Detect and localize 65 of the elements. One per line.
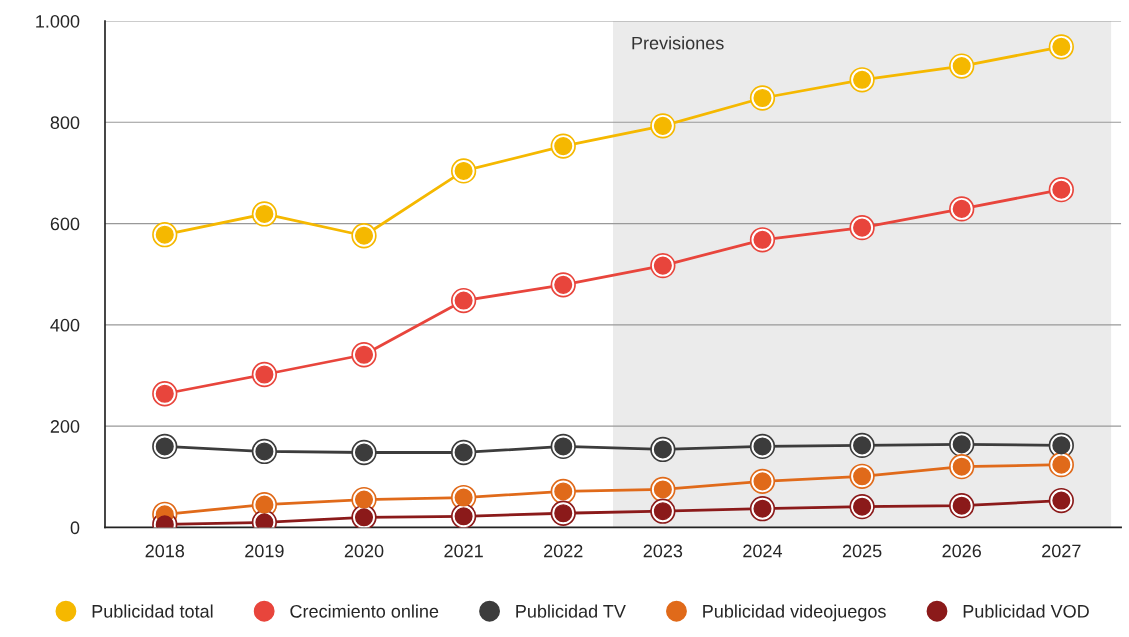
- x-tick-label: 2023: [643, 544, 683, 558]
- point: [1048, 177, 1074, 203]
- point: [450, 287, 477, 314]
- y-tick-label: 400: [50, 318, 80, 332]
- point: [650, 113, 676, 139]
- point: [152, 222, 178, 248]
- point: [351, 223, 377, 249]
- point: [550, 433, 576, 460]
- x-tick-label: 2026: [942, 544, 981, 558]
- point: [251, 201, 278, 227]
- y-tick-label: 600: [50, 217, 80, 231]
- point: [152, 381, 178, 407]
- y-tick-label: 1.000: [36, 14, 80, 28]
- point: [351, 342, 377, 368]
- y-tick-label: 200: [50, 420, 80, 433]
- x-tick-label: 2020: [344, 544, 384, 558]
- x-tick-label: 2024: [743, 544, 783, 558]
- point: [351, 439, 377, 466]
- point: [550, 133, 576, 159]
- x-tick-label: 2027: [1042, 544, 1081, 558]
- point: [450, 158, 477, 184]
- point: [949, 53, 975, 79]
- point: [251, 438, 278, 465]
- point: [749, 496, 776, 522]
- point: [450, 503, 477, 528]
- point: [650, 476, 676, 503]
- point: [949, 431, 975, 458]
- point: [849, 494, 875, 520]
- point: [749, 468, 776, 494]
- point: [650, 436, 676, 463]
- point: [1048, 487, 1074, 514]
- point: [550, 272, 576, 298]
- legend-label: Publicidad TV: [516, 604, 626, 618]
- point: [251, 361, 278, 388]
- x-tick-label: 2021: [444, 544, 483, 558]
- point: [1048, 34, 1074, 60]
- point: [849, 67, 875, 93]
- legend-label: Publicidad videojuegos: [703, 604, 886, 622]
- point: [749, 433, 776, 460]
- point: [450, 439, 477, 466]
- point: [849, 432, 875, 459]
- x-tick-label: 2022: [544, 544, 583, 558]
- point: [749, 227, 776, 253]
- point: [1048, 451, 1074, 478]
- y-tick-label: 0: [70, 521, 80, 535]
- legend-label: Crecimiento online: [290, 604, 439, 618]
- legend-label: Publicidad total: [92, 604, 213, 618]
- x-tick-label: 2025: [842, 544, 882, 558]
- point: [949, 196, 975, 222]
- x-tick-label: 2019: [245, 544, 284, 558]
- x-tick-label: 2018: [145, 544, 185, 558]
- point: [849, 214, 875, 241]
- point: [650, 498, 676, 524]
- point: [152, 433, 178, 460]
- band-label: Previsiones: [632, 36, 724, 50]
- point: [650, 252, 676, 279]
- point: [949, 493, 975, 519]
- point: [550, 478, 576, 505]
- point: [749, 85, 776, 111]
- point: [949, 454, 975, 480]
- point: [849, 463, 875, 489]
- point: [351, 504, 377, 528]
- legend-label: Publicidad VOD: [963, 604, 1089, 618]
- point: [550, 500, 576, 526]
- y-tick-label: 800: [50, 116, 80, 130]
